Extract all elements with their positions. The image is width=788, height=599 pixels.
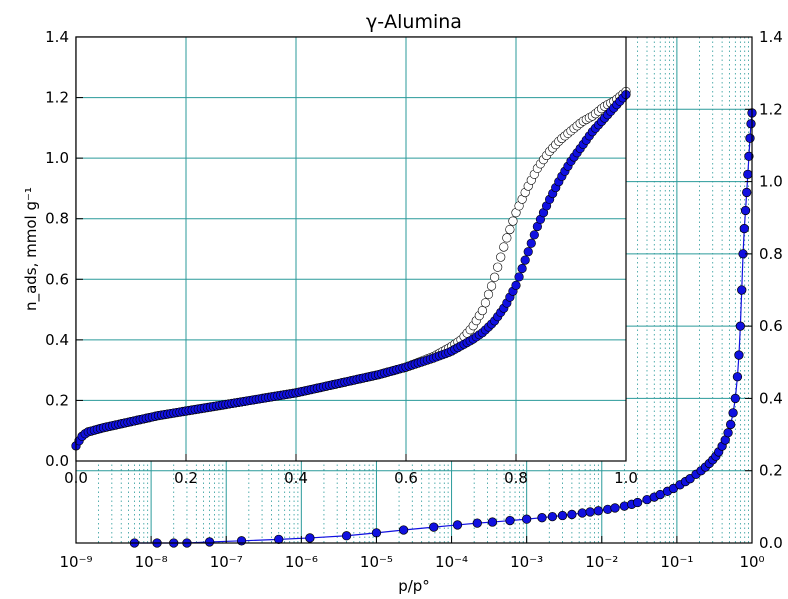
y-axis-label: n_ads, mmol g⁻¹ <box>22 187 41 311</box>
inset-x-tick-label: 1.0 <box>614 469 638 487</box>
adsorption-point <box>732 372 743 382</box>
adsorption-point <box>744 151 754 161</box>
adsorption-point <box>577 508 587 518</box>
main-adsorption-series <box>129 108 757 548</box>
inset-adsorption-point <box>529 230 539 240</box>
adsorption-point <box>742 187 752 198</box>
inset-x-tick-label: 0.4 <box>284 469 308 487</box>
inset-background <box>76 37 626 461</box>
main-x-tick-label: 10⁻⁷ <box>210 553 243 571</box>
adsorption-point <box>522 514 532 524</box>
inset-y-tick-label: 0.4 <box>45 331 69 349</box>
main-axis-ticks: 10⁻⁹ 10⁻⁸ 10⁻⁷ 10⁻⁶ 10⁻⁵ 10⁻⁴ 10⁻³ 10⁻² 10⁻¹ 10⁰0… <box>59 28 782 571</box>
inset-adsorption-point <box>514 272 524 282</box>
inset-series-group <box>71 86 631 451</box>
inset-adsorption-point <box>526 238 536 248</box>
adsorption-point <box>735 321 746 331</box>
main-y-tick-label: 0.0 <box>759 534 783 552</box>
desorption-point <box>508 216 518 226</box>
x-axis-label: p/p° <box>398 577 430 595</box>
desorption-point <box>496 252 506 262</box>
inset-y-tick-label: 0.8 <box>45 210 69 228</box>
adsorption-point <box>429 522 439 532</box>
inset-y-tick-label: 1.4 <box>45 28 69 46</box>
adsorption-point <box>274 534 284 545</box>
main-x-tick-label: 10⁻³ <box>510 553 543 571</box>
desorption-point <box>477 305 487 316</box>
inset-adsorption-point <box>523 247 533 257</box>
desorption-point <box>483 289 494 300</box>
adsorption-point <box>730 393 740 404</box>
inset-adsorption-point <box>520 255 530 265</box>
adsorption-point <box>487 517 498 527</box>
adsorption-point <box>547 511 558 522</box>
desorption-point <box>499 242 509 252</box>
main-y-tick-label: 0.2 <box>759 462 783 480</box>
main-x-tick-label: 10⁻² <box>585 553 618 571</box>
adsorption-point <box>593 506 603 516</box>
main-y-tick-label: 1.4 <box>759 28 783 46</box>
desorption-point <box>505 224 515 235</box>
inset-x-tick-label: 0.0 <box>64 469 88 487</box>
main-y-tick-label: 0.4 <box>759 389 783 407</box>
inset-x-tick-label: 0.8 <box>504 469 528 487</box>
inset-adsorption-point <box>511 280 521 290</box>
adsorption-point <box>745 133 755 143</box>
adsorption-point <box>726 419 736 430</box>
adsorption-point <box>728 408 738 418</box>
adsorption-point <box>737 285 747 295</box>
main-x-tick-label: 10⁻⁹ <box>59 553 92 571</box>
adsorption-point <box>341 531 352 541</box>
adsorption-point <box>452 520 463 530</box>
main-x-tick-label: 10⁻⁶ <box>285 553 318 571</box>
inset-x-tick-label: 0.2 <box>174 469 198 487</box>
adsorption-point <box>734 350 744 360</box>
inset-y-tick-label: 0.2 <box>45 391 69 409</box>
main-y-tick-label: 1.0 <box>759 173 783 191</box>
adsorption-point <box>537 513 547 523</box>
adsorption-point <box>610 503 620 513</box>
main-x-tick-label: 10⁻⁵ <box>360 553 393 571</box>
desorption-point <box>493 262 503 272</box>
adsorption-point <box>743 169 753 179</box>
desorption-point <box>502 233 512 243</box>
adsorption-point <box>632 497 643 508</box>
desorption-point <box>486 281 497 291</box>
desorption-point <box>480 298 491 308</box>
adsorption-point <box>505 515 515 526</box>
adsorption-point <box>398 525 409 535</box>
adsorption-point <box>723 428 733 438</box>
adsorption-point <box>585 507 595 517</box>
inset-y-tick-label: 1.2 <box>45 89 69 107</box>
adsorption-point <box>739 223 749 234</box>
main-x-tick-label: 10⁰ <box>739 553 764 571</box>
main-y-tick-label: 0.8 <box>759 245 783 263</box>
adsorption-point <box>204 537 215 547</box>
desorption-point <box>490 272 500 282</box>
inset-adsorption-point <box>517 263 527 274</box>
inset-x-tick-label: 0.6 <box>394 469 418 487</box>
adsorption-point <box>305 533 315 543</box>
adsorption-point <box>236 536 247 546</box>
chart-title: γ-Alumina <box>366 11 462 33</box>
adsorption-point <box>371 528 382 538</box>
adsorption-point <box>567 509 577 520</box>
inset-y-tick-label: 0.0 <box>45 452 69 470</box>
main-y-tick-label: 1.2 <box>759 100 783 118</box>
main-x-tick-label: 10⁻⁴ <box>435 553 468 571</box>
main-y-tick-label: 0.6 <box>759 317 783 335</box>
adsorption-point <box>746 119 756 129</box>
inset-plot: 0.0 0.2 0.4 0.6 0.8 1.0 0.0 0.2 0.4 0.6 0.8 1.0 1.2 1… <box>45 28 638 487</box>
inset-y-tick-label: 1.0 <box>45 149 69 167</box>
adsorption-point <box>740 205 751 216</box>
main-x-tick-label: 10⁻¹ <box>660 553 693 571</box>
adsorption-point <box>472 518 482 528</box>
inset-axis-ticks: 0.0 0.2 0.4 0.6 0.8 1.0 0.0 0.2 0.4 0.6 0.8 1.0 1.2 1… <box>45 28 638 487</box>
inset-plot-frame <box>75 36 627 462</box>
inset-y-tick-label: 0.6 <box>45 270 69 288</box>
main-x-tick-label: 10⁻⁸ <box>135 553 168 571</box>
adsorption-point <box>557 510 568 521</box>
